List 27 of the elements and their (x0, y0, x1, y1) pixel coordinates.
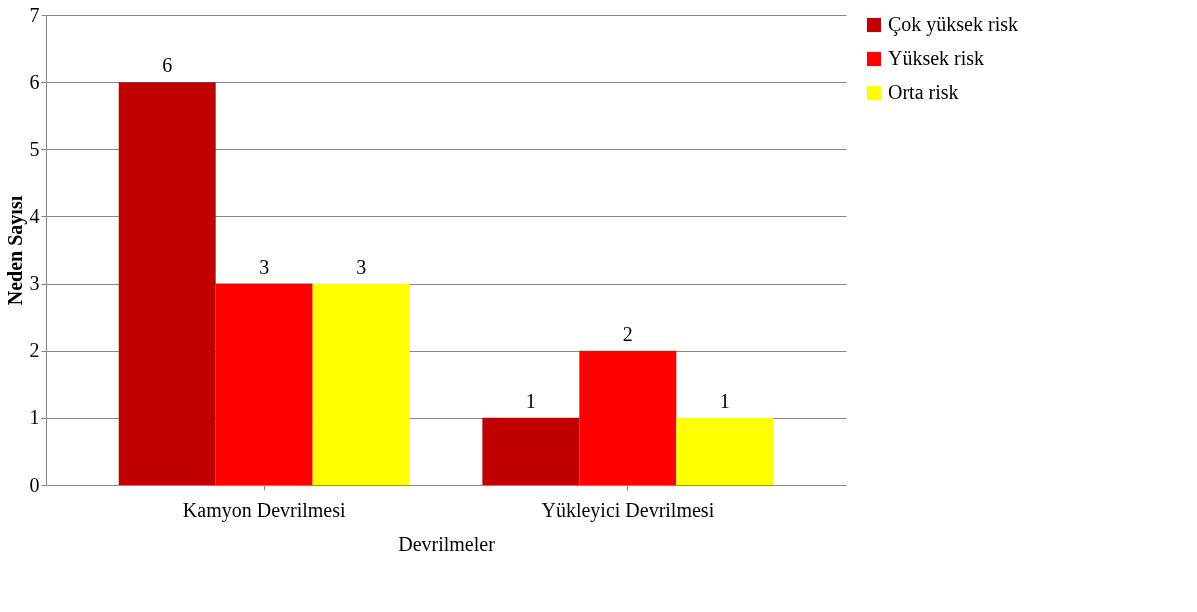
x-tick-label: Yükleyici Devrilmesi (541, 498, 715, 522)
legend-label: Çok yüksek risk (888, 13, 1018, 36)
legend-label: Yüksek risk (888, 47, 985, 69)
y-tick-label: 5 (29, 137, 40, 160)
data-label: 2 (622, 322, 633, 345)
data-label: 1 (719, 389, 730, 412)
y-tick-label: 1 (29, 406, 40, 429)
y-tick-label: 0 (29, 473, 40, 496)
bar (312, 283, 410, 485)
y-tick-label: 7 (29, 3, 40, 26)
y-tick-label: 2 (29, 339, 40, 362)
data-label: 1 (525, 389, 536, 412)
y-tick-label: 3 (29, 272, 40, 295)
bar (482, 417, 580, 485)
data-label: 3 (356, 255, 367, 278)
data-label: 6 (162, 54, 173, 77)
bar (215, 283, 313, 485)
y-tick-label: 4 (29, 204, 40, 227)
bar (579, 350, 677, 485)
bar (118, 82, 216, 485)
legend-label: Orta risk (888, 81, 959, 103)
bar (676, 417, 774, 485)
x-tick-label: Kamyon Devrilmesi (182, 498, 346, 522)
data-label: 3 (259, 255, 270, 278)
y-tick-label: 6 (29, 70, 40, 93)
x-axis-title: Devrilmeler (398, 532, 496, 555)
y-axis-title: Neden Sayısı (3, 195, 27, 306)
